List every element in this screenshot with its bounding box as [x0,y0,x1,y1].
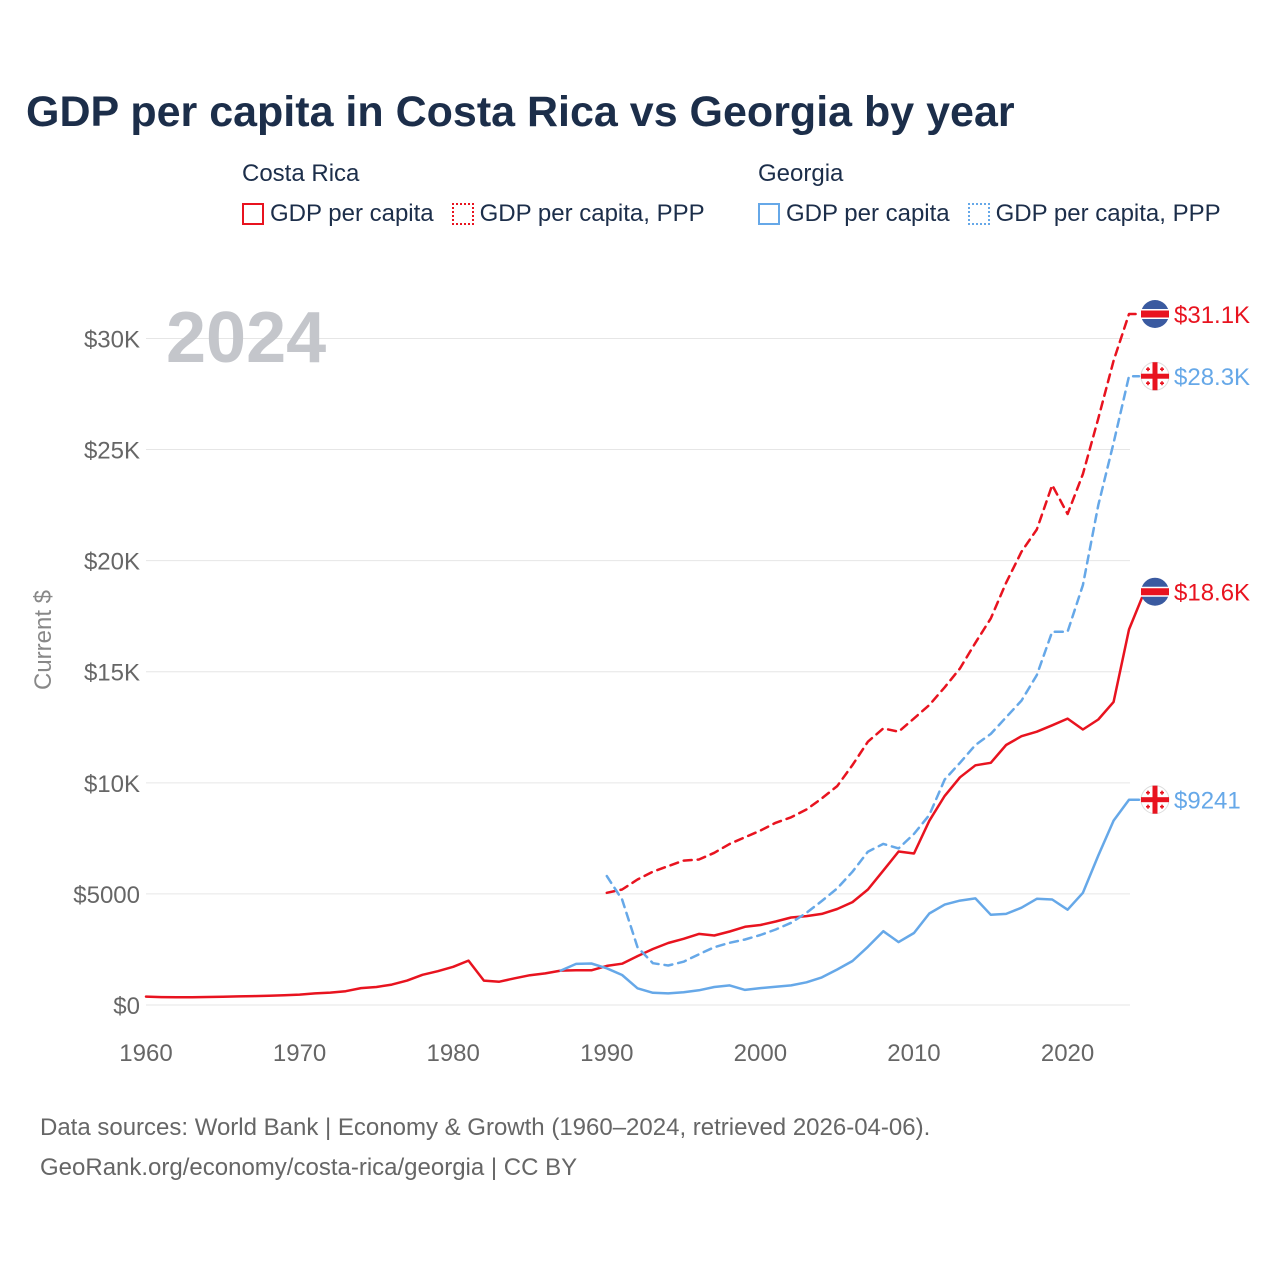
flag-small-cross [1161,804,1163,809]
flag-small-cross [1147,790,1149,795]
footer: Data sources: World Bank | Economy & Gro… [40,1108,930,1188]
x-tick-label: 1990 [580,1040,633,1067]
legend-swatch-dotted [967,203,990,225]
y-tick-label: $25K [84,438,140,465]
legend-group-georgia: Georgia GDP per capita GDP per capita, P… [758,160,1221,228]
legend-label: GDP per capita, PPP [479,200,705,227]
end-markers: $18.6K $31.1K $9241 $28.3K [1140,300,1250,815]
legend-swatch-dotted [451,203,474,225]
footer-link[interactable]: GeoRank.org/economy/costa-rica/georgia |… [40,1154,578,1181]
y-tick-label: $15K [84,660,140,687]
series-line-3 [605,374,1141,967]
flag-small-cross [1147,367,1149,372]
chart-title: GDP per capita in Costa Rica vs Georgia … [26,88,1015,136]
end-value-label: $31.1K [1174,302,1250,329]
series-line-0 [144,590,1156,999]
legend-swatch-solid [242,203,264,225]
legend-group-title: Georgia [758,160,844,187]
gridlines [146,337,1130,1006]
legend-label: GDP per capita [270,200,434,227]
flag-cross [1152,785,1158,814]
legend-group-title: Costa Rica [242,160,360,187]
flag-small-cross [1161,367,1163,372]
legend-item-costa-rica-gdp[interactable]: GDP per capita [242,200,434,228]
georgia-flag-icon [1140,361,1170,391]
legend-swatch-solid [758,203,780,225]
x-tick-label: 2000 [734,1040,787,1067]
flag-stripe [1141,588,1169,596]
y-tick-label: $20K [84,549,140,576]
legend-label: GDP per capita [786,200,950,227]
end-value-label: $9241 [1174,788,1241,815]
y-tick-label: $0 [113,993,140,1020]
legend-item-georgia-ppp[interactable]: GDP per capita, PPP [967,200,1221,228]
x-tick-label: 1960 [119,1040,172,1067]
flag-cross [1152,362,1158,391]
end-value-label: $28.3K [1174,364,1250,391]
x-tick-label: 1970 [273,1040,326,1067]
flag-small-cross [1147,381,1149,386]
georgia-flag-icon [1140,785,1170,815]
x-tick-label: 1980 [426,1040,479,1067]
year-watermark: 2024 [166,298,326,378]
x-axis-ticks: 1960 1970 1980 1990 2000 2010 2020 [119,1040,1094,1067]
flag-small-cross [1161,381,1163,386]
costa-rica-flag-icon [1141,300,1169,328]
y-tick-label: $10K [84,771,140,798]
y-axis-label: Current $ [30,590,57,690]
legend-label: GDP per capita, PPP [995,200,1221,227]
legend-group-costa-rica: Costa Rica GDP per capita GDP per capita… [242,160,705,228]
flag-small-cross [1161,790,1163,795]
x-tick-label: 2020 [1041,1040,1094,1067]
flag-small-cross [1147,804,1149,809]
series-line-1 [605,312,1141,895]
legend-item-georgia-gdp[interactable]: GDP per capita [758,200,950,228]
y-axis-ticks: $0 $5000 $10K $15K $20K $25K $30K [73,326,140,1020]
series-lines [144,312,1156,999]
y-tick-label: $5000 [73,882,140,909]
y-tick-label: $30K [84,326,140,353]
legend-item-costa-rica-ppp[interactable]: GDP per capita, PPP [451,200,705,228]
series-line-2 [559,798,1141,995]
end-value-label: $18.6K [1174,580,1250,607]
costa-rica-flag-icon [1141,577,1169,606]
flag-stripe [1141,310,1169,318]
x-tick-label: 2010 [887,1040,940,1067]
footer-sources: Data sources: World Bank | Economy & Gro… [40,1114,931,1141]
